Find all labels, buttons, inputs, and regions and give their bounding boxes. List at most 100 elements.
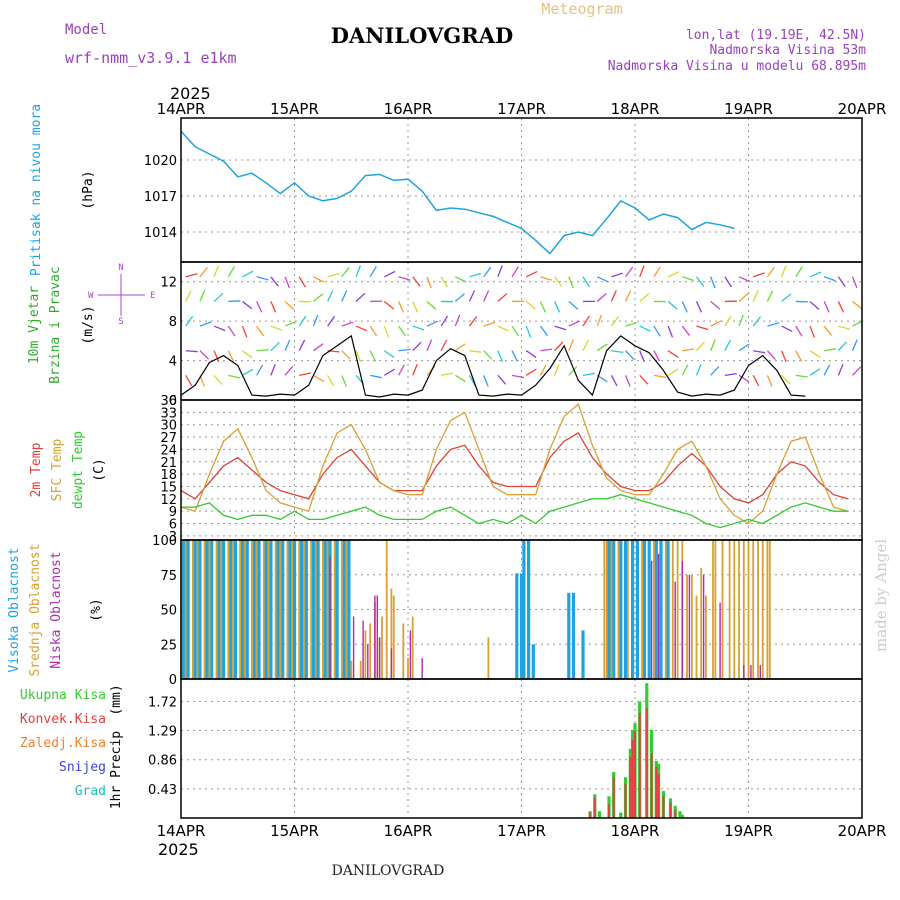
wind-arrow <box>369 350 377 362</box>
wind-arrow <box>752 375 760 387</box>
wind-arrow <box>497 265 503 278</box>
cloud-bar-high <box>515 573 519 679</box>
precip-legend-item: Ukupna Kisa <box>20 688 106 703</box>
cloud-bar-high <box>654 540 658 679</box>
cloud-bar-mid <box>700 567 703 679</box>
wind-axis-label: 10m Vjetar <box>27 286 42 364</box>
cloud-bar-high <box>335 540 339 679</box>
wind-arrow <box>624 290 632 302</box>
wind-arrow <box>539 364 547 376</box>
wind-arrow <box>440 315 449 327</box>
precip-bar-convective <box>612 777 615 818</box>
panel-frame-wind <box>180 261 863 401</box>
wind-arrow <box>412 276 421 287</box>
precip-legend-item: Zaledj.Kisa <box>20 736 106 751</box>
precip-bar-total <box>619 812 623 818</box>
wind-arrow <box>199 350 209 360</box>
y-tick-label-temperature: 9 <box>169 505 177 520</box>
wind-arrow <box>483 266 492 278</box>
cloud-bar-mid <box>705 595 707 679</box>
wind-arrow <box>539 325 549 337</box>
cloud-bar-high <box>316 540 320 679</box>
wind-arrow <box>667 350 679 358</box>
station-title: DANILOVGRAD <box>331 23 513 48</box>
wind-arrow <box>242 300 253 310</box>
wind-arrow <box>809 271 822 278</box>
cloud-bar-high <box>240 540 245 679</box>
cloud-bar-mid <box>364 630 367 679</box>
wind-arrow <box>383 325 390 338</box>
wind-arrow <box>327 375 335 387</box>
wind-arrow <box>497 325 510 332</box>
wind-arrow <box>809 325 816 338</box>
wind-arrow <box>766 266 775 278</box>
wind-arrow <box>823 364 831 376</box>
precip-bar-convective <box>629 757 632 818</box>
wind-arrow <box>568 320 580 327</box>
wind-arrow <box>383 300 395 310</box>
wind-arrow <box>185 375 193 387</box>
cloud-bar-high <box>323 540 327 679</box>
cloud-bar-mid <box>298 540 301 679</box>
wind-arrow <box>596 314 603 327</box>
wind-arrow <box>185 315 194 327</box>
wind-arrow <box>738 314 745 327</box>
wind-arrow <box>397 364 405 376</box>
wind-arrow <box>824 348 837 352</box>
cloud-bar-high <box>210 540 214 679</box>
cloud-bar-mid <box>322 540 324 679</box>
cloud-bar-mid <box>712 540 714 679</box>
wind-arrow <box>710 339 716 351</box>
wind-arrow <box>355 325 368 332</box>
wind-arrow <box>752 316 762 327</box>
precip-bar-convective <box>634 731 636 818</box>
cloud-bar-high <box>198 540 202 679</box>
wind-arrow <box>483 350 493 360</box>
y-tick-label-temperature: 36 <box>160 394 177 409</box>
y-tick-label-temperature: 12 <box>160 493 177 508</box>
cloud-bar-high <box>647 540 651 679</box>
wind-arrow <box>809 350 821 358</box>
wind-arrow <box>554 276 563 287</box>
wind-arrow <box>682 348 695 352</box>
cloud-bar-high <box>607 540 611 679</box>
wind-arrow <box>724 372 737 377</box>
wind-arrow <box>511 374 525 379</box>
temp-unit-label: (C) <box>92 458 107 481</box>
wind-arrow <box>610 290 617 302</box>
cloud-bar-mid <box>392 595 395 679</box>
wind-arrow <box>837 364 844 376</box>
cloud-bar-mid <box>243 540 246 679</box>
wind-arrow <box>185 350 198 353</box>
wind-arrow <box>795 266 803 278</box>
wind-arrow <box>270 363 276 376</box>
wind-arrow <box>270 325 283 331</box>
precip-bar-convective <box>593 797 596 818</box>
cloud-bar-mid <box>761 540 764 679</box>
wind-arrow <box>313 343 324 352</box>
wind-arrow <box>568 339 575 351</box>
cloud-unit-label: (%) <box>89 598 104 621</box>
data-layer <box>180 130 864 818</box>
x-tick-label-bottom: 15APR <box>270 822 319 840</box>
precip-bar-convective <box>655 767 658 818</box>
compass-west: W <box>88 291 94 301</box>
wind-arrow <box>412 301 419 313</box>
precip-bar-convective <box>650 753 653 818</box>
wind-arrow <box>483 321 496 327</box>
cloud-bar-low <box>378 637 381 679</box>
wind-arrow <box>469 350 482 353</box>
cloud-bar-high <box>281 540 285 679</box>
wind-arrow <box>667 271 680 278</box>
wind-arrow <box>554 325 567 331</box>
wind-arrow <box>795 374 808 378</box>
cloud-bar-low <box>352 616 355 679</box>
cloud-bar-high <box>276 540 280 679</box>
wind-arrow <box>228 374 241 379</box>
wind-speed-line <box>180 334 806 398</box>
wind-arrow <box>412 363 418 376</box>
wind-arrow <box>370 374 383 379</box>
sfc-temp-axis-label: SFC Temp <box>50 439 65 502</box>
y-tick-label-temperature: 15 <box>160 480 177 495</box>
y-tick-label-temperature: 6 <box>169 518 177 533</box>
